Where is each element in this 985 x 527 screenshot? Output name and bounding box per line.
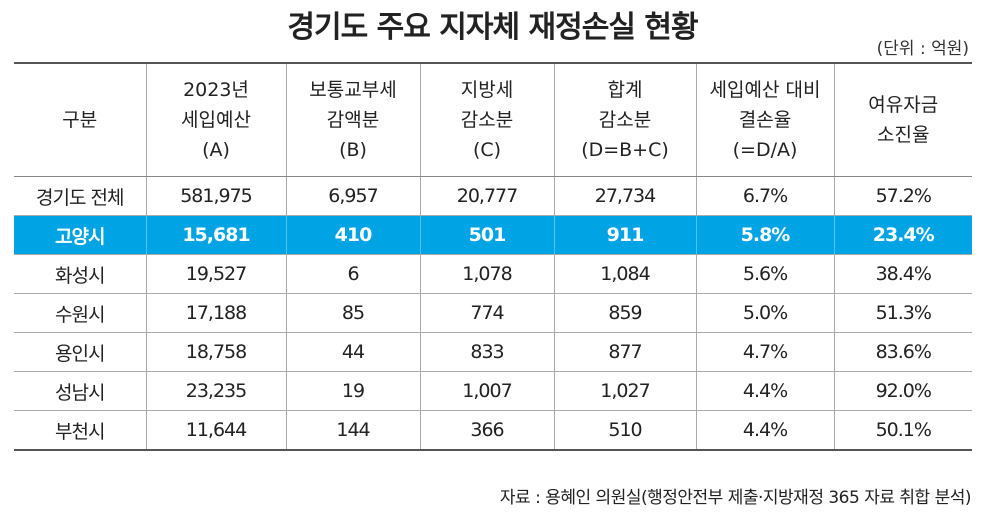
table-row: 부천시 11,644 144 366 510 4.4% 50.1% bbox=[14, 410, 972, 451]
value-cell: 1,007 bbox=[419, 371, 554, 411]
value-cell: 23.4% bbox=[833, 215, 972, 255]
header-local-tax-decrease: 지방세 감소분 (C) bbox=[419, 62, 554, 177]
value-cell: 833 bbox=[419, 332, 554, 372]
value-cell: 859 bbox=[553, 293, 696, 333]
table-row: 경기도 전체 581,975 6,957 20,777 27,734 6.7% 57.2% bbox=[14, 176, 972, 216]
value-cell: 19 bbox=[285, 371, 420, 411]
value-cell: 19,527 bbox=[145, 254, 286, 294]
value-cell: 581,975 bbox=[145, 176, 286, 216]
value-cell: 83.6% bbox=[833, 332, 972, 372]
value-cell: 4.4% bbox=[695, 371, 834, 411]
value-cell: 510 bbox=[553, 410, 696, 451]
value-cell: 15,681 bbox=[145, 215, 286, 255]
region-cell: 수원시 bbox=[14, 293, 146, 333]
region-cell: 성남시 bbox=[14, 371, 146, 411]
region-cell: 화성시 bbox=[14, 254, 146, 294]
table-row: 고양시 15,681 410 501 911 5.8% 23.4% bbox=[14, 215, 972, 255]
header-grant-cut: 보통교부세 감액분 (B) bbox=[285, 62, 420, 177]
value-cell: 17,188 bbox=[145, 293, 286, 333]
value-cell: 5.0% bbox=[695, 293, 834, 333]
header-reserve-depletion: 여유자금 소진율 bbox=[833, 62, 972, 177]
header-category: 구분 bbox=[14, 62, 146, 177]
value-cell: 51.3% bbox=[833, 293, 972, 333]
table-row: 수원시 17,188 85 774 859 5.0% 51.3% bbox=[14, 293, 972, 333]
fiscal-loss-table: 구분 2023년 세입예산 (A) 보통교부세 감액분 (B) 지방세 감소분 … bbox=[14, 62, 972, 451]
value-cell: 1,078 bbox=[419, 254, 554, 294]
value-cell: 774 bbox=[419, 293, 554, 333]
table-row: 화성시 19,527 6 1,078 1,084 5.6% 38.4% bbox=[14, 254, 972, 294]
page-title: 경기도 주요 지자체 재정손실 현황 bbox=[287, 10, 698, 45]
header-total-decrease: 합계 감소분 (D=B+C) bbox=[553, 62, 696, 177]
value-cell: 911 bbox=[553, 215, 696, 255]
value-cell: 877 bbox=[553, 332, 696, 372]
value-cell: 4.4% bbox=[695, 410, 834, 451]
value-cell: 6.7% bbox=[695, 176, 834, 216]
value-cell: 23,235 bbox=[145, 371, 286, 411]
value-cell: 44 bbox=[285, 332, 420, 372]
table-row: 성남시 23,235 19 1,007 1,027 4.4% 92.0% bbox=[14, 371, 972, 411]
value-cell: 85 bbox=[285, 293, 420, 333]
header-row: 구분 2023년 세입예산 (A) 보통교부세 감액분 (B) 지방세 감소분 … bbox=[14, 62, 972, 177]
value-cell: 38.4% bbox=[833, 254, 972, 294]
region-cell: 부천시 bbox=[14, 410, 146, 451]
value-cell: 6,957 bbox=[285, 176, 420, 216]
value-cell: 92.0% bbox=[833, 371, 972, 411]
value-cell: 5.6% bbox=[695, 254, 834, 294]
unit-label: (단위 : 억원) bbox=[876, 39, 969, 59]
value-cell: 50.1% bbox=[833, 410, 972, 451]
value-cell: 410 bbox=[285, 215, 420, 255]
value-cell: 27,734 bbox=[553, 176, 696, 216]
value-cell: 5.8% bbox=[695, 215, 834, 255]
value-cell: 4.7% bbox=[695, 332, 834, 372]
value-cell: 1,084 bbox=[553, 254, 696, 294]
value-cell: 11,644 bbox=[145, 410, 286, 451]
value-cell: 6 bbox=[285, 254, 420, 294]
region-cell: 고양시 bbox=[14, 215, 146, 255]
value-cell: 1,027 bbox=[553, 371, 696, 411]
value-cell: 57.2% bbox=[833, 176, 972, 216]
value-cell: 18,758 bbox=[145, 332, 286, 372]
value-cell: 366 bbox=[419, 410, 554, 451]
source-note: 자료 : 용혜인 의원실(행정안전부 제출·지방재정 365 자료 취합 분석) bbox=[499, 488, 972, 508]
value-cell: 144 bbox=[285, 410, 420, 451]
region-cell: 용인시 bbox=[14, 332, 146, 372]
header-budget: 2023년 세입예산 (A) bbox=[145, 62, 286, 177]
table-row: 용인시 18,758 44 833 877 4.7% 83.6% bbox=[14, 332, 972, 372]
value-cell: 20,777 bbox=[419, 176, 554, 216]
value-cell: 501 bbox=[419, 215, 554, 255]
header-deficit-rate: 세입예산 대비 결손율 (=D/A) bbox=[695, 62, 834, 177]
region-cell: 경기도 전체 bbox=[14, 176, 146, 216]
